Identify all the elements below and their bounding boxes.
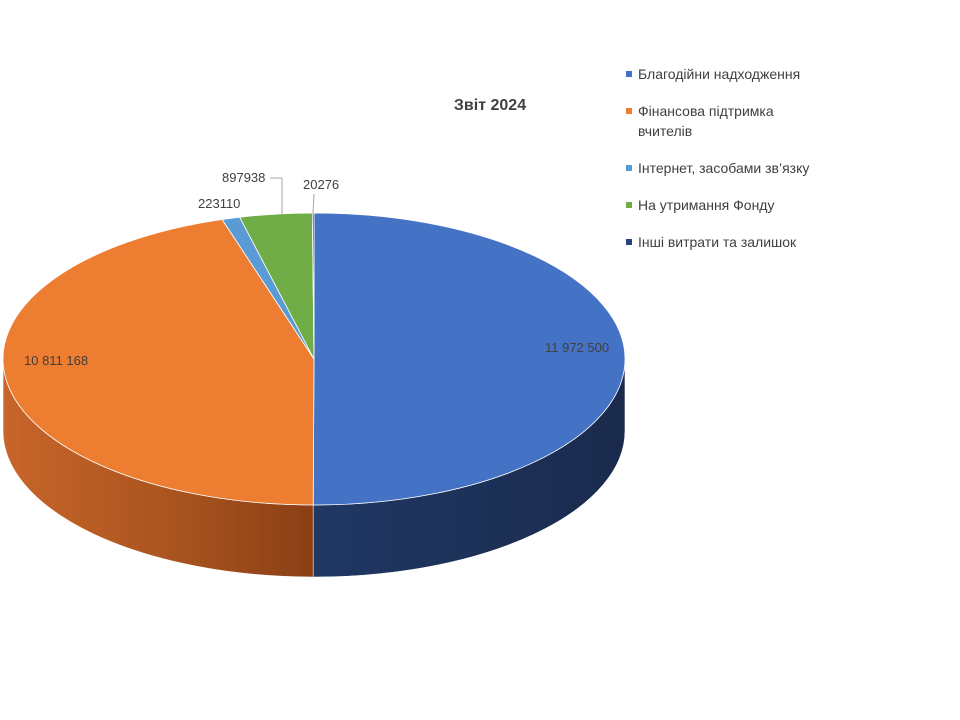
data-label-fund-maintenance: 897938	[222, 170, 265, 185]
legend-swatch	[626, 239, 632, 245]
data-label-teacher-support: 10 811 168	[24, 353, 88, 368]
legend-swatch	[626, 202, 632, 208]
leader-lines	[270, 177, 315, 214]
pie-slices	[2, 212, 626, 506]
legend-item-fund-maintenance: На утримання Фонду	[626, 195, 826, 215]
legend-label: Благодійни надходження	[638, 66, 801, 82]
data-label-internet: 223110	[198, 196, 240, 211]
legend-swatch	[626, 71, 632, 77]
legend-label: На утримання Фонду	[638, 197, 775, 213]
legend-swatch	[626, 108, 632, 114]
legend-swatch	[626, 165, 632, 171]
legend-label: Інтернет, засобами зв’язку	[638, 160, 810, 176]
data-label-charitable-income: 11 972 500	[545, 340, 609, 355]
data-label-other: 20276	[303, 177, 339, 192]
slice-teacher-support	[2, 219, 315, 506]
legend-item-other-expenses: Інші витрати та залишок	[626, 232, 826, 252]
legend-item-teacher-support: Фінансова підтримка вчителів	[626, 101, 826, 141]
leader-line-other	[312, 193, 315, 214]
legend-item-charitable-income: Благодійни надходження	[626, 64, 826, 84]
chart-title: Звіт 2024	[454, 97, 526, 114]
legend-label: Інші витрати та залишок	[638, 234, 797, 250]
legend-label: Фінансова підтримка вчителів	[638, 103, 774, 139]
slice-charitable-income	[312, 212, 626, 506]
legend: Благодійни надходження Фінансова підтрим…	[626, 64, 826, 269]
data-labels: 11 972 500 10 811 168 223110 897938 20276	[24, 170, 609, 368]
legend-item-internet-communications: Інтернет, засобами зв’язку	[626, 158, 826, 178]
leader-line-fund-maintenance	[270, 177, 283, 214]
